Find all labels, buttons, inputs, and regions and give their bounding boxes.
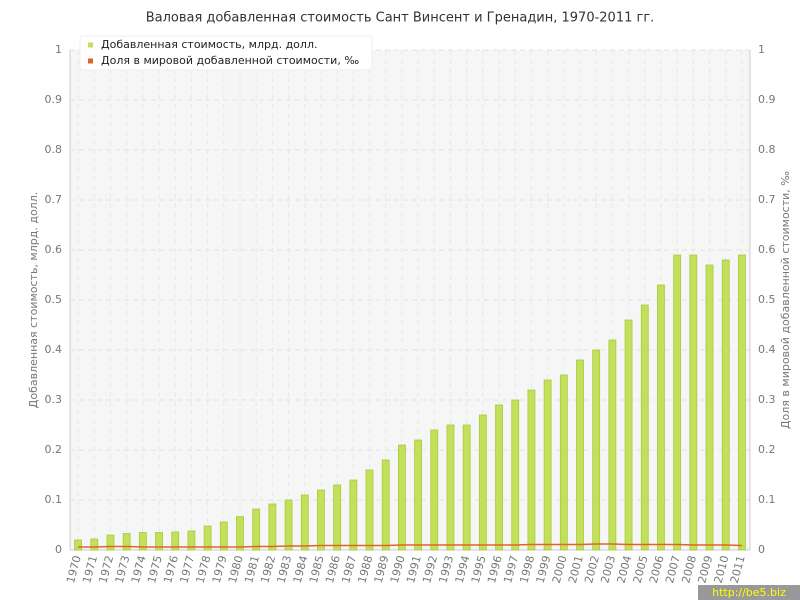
- y-tick-label: 0.5: [45, 293, 63, 306]
- plot-area: [70, 50, 750, 550]
- y2-tick-label: 0.5: [758, 293, 776, 306]
- y2-tick-label: 0.6: [758, 243, 776, 256]
- bar: [106, 534, 115, 551]
- bar: [300, 494, 309, 551]
- bar: [236, 516, 244, 551]
- y-tick-label: 1: [55, 43, 62, 56]
- bar: [381, 459, 390, 551]
- legend-label: Добавленная стоимость, млрд. долл.: [101, 38, 317, 51]
- y2-tick-label: 0.1: [758, 493, 776, 506]
- watermark: http://be5.biz: [712, 586, 786, 599]
- y-tick-label: 0.2: [45, 443, 63, 456]
- chart-title: Валовая добавленная стоимость Сант Винсе…: [146, 11, 655, 26]
- y2-axis-label: Доля в мировой добавленной стоимости, ‰: [779, 171, 792, 429]
- bar: [90, 538, 99, 551]
- bar: [673, 254, 682, 551]
- bar: [559, 374, 568, 551]
- bar: [252, 508, 261, 551]
- bar: [495, 404, 503, 551]
- bar: [624, 319, 633, 551]
- bar: [430, 429, 439, 551]
- y2-tick-label: 0: [758, 543, 765, 556]
- line: [78, 543, 742, 548]
- y2-tick-label: 0.9: [758, 93, 776, 106]
- bar: [268, 503, 277, 551]
- bar: [203, 525, 212, 551]
- bar: [689, 254, 698, 551]
- y2-tick-label: 0.3: [758, 393, 776, 406]
- bar: [543, 379, 552, 551]
- bar: [398, 444, 406, 551]
- y-tick-label: 0.9: [45, 93, 63, 106]
- bar: [738, 254, 746, 551]
- legend-swatch: [88, 58, 93, 64]
- bar: [138, 532, 147, 551]
- y-tick-label: 0: [55, 543, 62, 556]
- legend-label: Доля в мировой добавленной стоимости, ‰: [101, 54, 359, 67]
- bar: [721, 259, 730, 551]
- bar: [349, 479, 358, 551]
- bar: [462, 424, 471, 551]
- bar: [414, 439, 422, 551]
- bar: [187, 530, 196, 551]
- bar: [122, 533, 131, 551]
- y2-tick-label: 0.2: [758, 443, 776, 456]
- y-tick-label: 0.4: [45, 343, 63, 356]
- y-tick-label: 0.3: [45, 393, 63, 406]
- y2-tick-label: 0.8: [758, 143, 776, 156]
- bar: [171, 531, 180, 551]
- bar: [511, 399, 520, 551]
- bar: [608, 339, 617, 551]
- y2-tick-label: 0.4: [758, 343, 776, 356]
- y-tick-label: 0.6: [45, 243, 63, 256]
- bar: [333, 484, 342, 551]
- bar: [640, 304, 649, 551]
- y2-tick-label: 1: [758, 43, 765, 56]
- y-axis-label: Добавленная стоимость, млрд. долл.: [27, 192, 40, 408]
- y-tick-label: 0.1: [45, 493, 63, 506]
- bar: [478, 414, 487, 551]
- bar: [705, 264, 714, 551]
- bar: [365, 469, 374, 551]
- bar: [446, 424, 455, 551]
- y2-tick-label: 0.7: [758, 193, 776, 206]
- legend-swatch: [88, 42, 93, 48]
- y-tick-label: 0.8: [45, 143, 63, 156]
- bar: [317, 489, 325, 551]
- bar: [284, 499, 293, 551]
- bar: [657, 284, 665, 551]
- y-tick-label: 0.7: [45, 193, 63, 206]
- bar: [527, 389, 536, 551]
- bar: [576, 359, 584, 551]
- watermark-bg: [698, 585, 800, 600]
- bar: [219, 521, 228, 551]
- bar: [155, 532, 163, 551]
- bar: [74, 539, 82, 551]
- legend-box: [79, 35, 373, 71]
- bar: [592, 349, 601, 551]
